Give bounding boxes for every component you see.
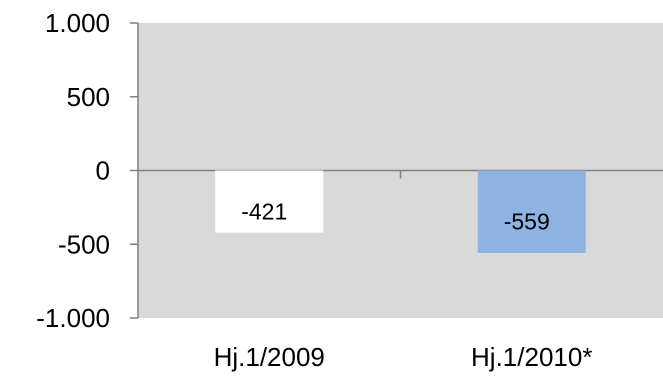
data-label: -559 [504, 209, 550, 235]
y-axis-ticks: 1.000 500 0 -500 -1.000 [36, 8, 138, 333]
y-tick-label: 1.000 [45, 8, 110, 38]
category-labels-group: Hj.1/2009 Hj.1/2010* [214, 342, 593, 372]
data-label: -421 [241, 199, 287, 225]
y-tick-label: 500 [67, 82, 110, 112]
y-tick-label: -1.000 [36, 303, 110, 333]
category-label: Hj.1/2010* [471, 342, 592, 372]
bar [477, 170, 586, 253]
y-tick-label: 0 [96, 156, 110, 186]
bars-group [215, 170, 586, 253]
data-labels-group: -421 -559 [241, 199, 550, 235]
bar [215, 170, 324, 233]
y-tick-label: -500 [58, 229, 110, 259]
category-label: Hj.1/2009 [214, 342, 325, 372]
